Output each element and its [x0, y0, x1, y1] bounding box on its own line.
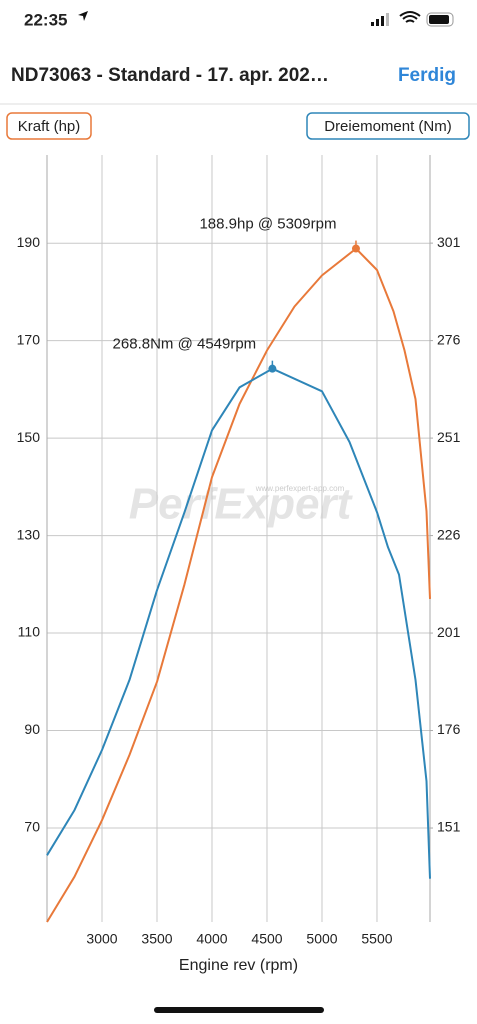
y-axis-label-box	[6, 112, 92, 140]
y2-tick-label: 276	[437, 331, 461, 347]
x-tick-label: 3000	[86, 931, 117, 947]
location-icon	[78, 11, 88, 21]
x-tick-label: 4000	[196, 931, 227, 947]
watermark-logo: PerfExpert	[129, 480, 354, 529]
signal-icon	[371, 13, 389, 26]
y-tick-label: 110	[18, 624, 41, 640]
x-tick-label: 5500	[361, 931, 392, 947]
x-tick-label: 3500	[141, 931, 172, 947]
x-axis-label: Engine rev (rpm)	[179, 957, 298, 974]
y2-tick-label: 176	[437, 721, 461, 737]
y-tick-label: 90	[24, 721, 40, 737]
y-axis-label: Kraft (hp)	[18, 118, 81, 135]
wifi-icon	[399, 11, 421, 23]
peak-marker	[268, 364, 277, 373]
peak-marker	[351, 244, 360, 253]
y2-axis-label-box	[306, 112, 470, 140]
series-line	[46, 247, 431, 923]
peak-label: 188.9hp @ 5309rpm	[199, 216, 336, 233]
home-indicator	[154, 1007, 324, 1013]
y2-tick-label: 151	[437, 819, 461, 835]
y-tick-label: 70	[24, 819, 40, 835]
y2-tick-label: 226	[437, 526, 461, 542]
y2-tick-label: 201	[437, 624, 461, 640]
battery-icon	[426, 12, 454, 27]
done-button[interactable]: Ferdig	[398, 65, 456, 86]
status-time: 22:35	[24, 10, 67, 29]
x-tick-label: 4500	[251, 931, 282, 947]
y-tick-label: 150	[17, 429, 41, 445]
series-line	[46, 367, 431, 879]
y2-tick-label: 301	[437, 234, 461, 250]
nav-title: ND73063 - Standard - 17. apr. 202…	[11, 65, 329, 86]
battery-level	[429, 15, 449, 24]
peak-label: 268.8Nm @ 4549rpm	[113, 336, 257, 353]
y-tick-label: 170	[17, 331, 41, 347]
y2-axis-label: Dreiemoment (Nm)	[324, 118, 452, 135]
y2-tick-label: 251	[437, 429, 461, 445]
y-tick-label: 130	[17, 526, 41, 542]
watermark-url: www.perfexpert-app.com	[255, 484, 345, 493]
x-tick-label: 5000	[306, 931, 337, 947]
y-tick-label: 190	[17, 234, 41, 250]
